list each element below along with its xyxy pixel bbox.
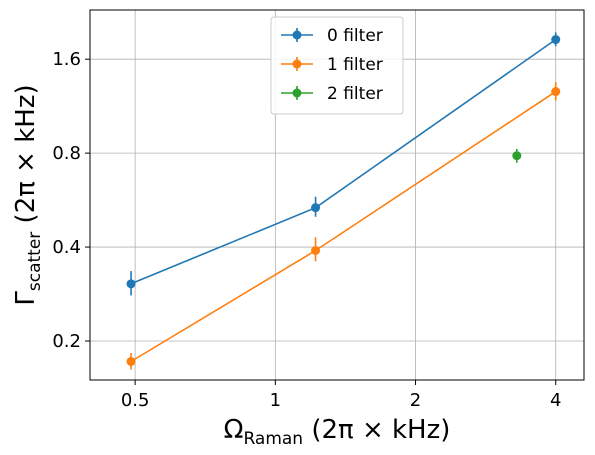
y-tick-label: 0.2 bbox=[52, 331, 81, 352]
series-2-filter bbox=[512, 148, 522, 163]
legend-label: 1 filter bbox=[327, 55, 383, 75]
x-axis-units: (2π × kHz) bbox=[303, 415, 450, 445]
legend-box bbox=[270, 16, 404, 115]
x-tick-label: 1 bbox=[270, 390, 281, 411]
ticks: 0.5 1 2 4 0.2 0.4 0.8 1.6 bbox=[52, 49, 561, 411]
legend-label: 0 filter bbox=[327, 26, 383, 46]
y-tick-label: 0.8 bbox=[52, 143, 81, 164]
y-axis-symbol: Γ bbox=[11, 291, 41, 306]
legend-marker bbox=[292, 88, 302, 98]
data-point bbox=[512, 151, 522, 161]
legend-item: 2 filter bbox=[281, 84, 383, 104]
data-point bbox=[126, 356, 136, 366]
y-axis-units: (2π × kHz) bbox=[11, 84, 41, 231]
data-point bbox=[311, 245, 321, 255]
x-tick-label: 2 bbox=[410, 390, 421, 411]
data-point bbox=[311, 203, 321, 213]
series-0-filter bbox=[126, 32, 561, 296]
y-axis-subscript: scatter bbox=[25, 232, 45, 291]
legend-item: 1 filter bbox=[281, 55, 383, 75]
x-axis-label: ΩRaman (2π × kHz) bbox=[224, 415, 451, 449]
plot-frame bbox=[89, 9, 585, 381]
x-axis-symbol: Ω bbox=[224, 415, 244, 445]
legend-label: 2 filter bbox=[327, 84, 383, 104]
x-axis-subscript: Raman bbox=[243, 429, 303, 449]
data-point bbox=[126, 279, 136, 289]
y-axis-label: Γscatter (2π × kHz) bbox=[11, 84, 45, 305]
series-line bbox=[130, 90, 557, 363]
y-tick-label: 1.6 bbox=[52, 49, 81, 70]
data-point bbox=[551, 35, 561, 45]
legend-item: 0 filter bbox=[281, 26, 383, 46]
y-tick-label: 0.4 bbox=[52, 237, 81, 258]
x-tick-label: 4 bbox=[550, 390, 561, 411]
series-layer bbox=[126, 32, 561, 370]
x-tick-label: 0.5 bbox=[121, 390, 150, 411]
legend-marker bbox=[292, 30, 302, 40]
legend-marker bbox=[292, 59, 302, 69]
data-point bbox=[551, 87, 561, 97]
legend: 0 filter 1 filter 2 filter bbox=[270, 16, 404, 115]
series-1-filter bbox=[126, 82, 561, 370]
